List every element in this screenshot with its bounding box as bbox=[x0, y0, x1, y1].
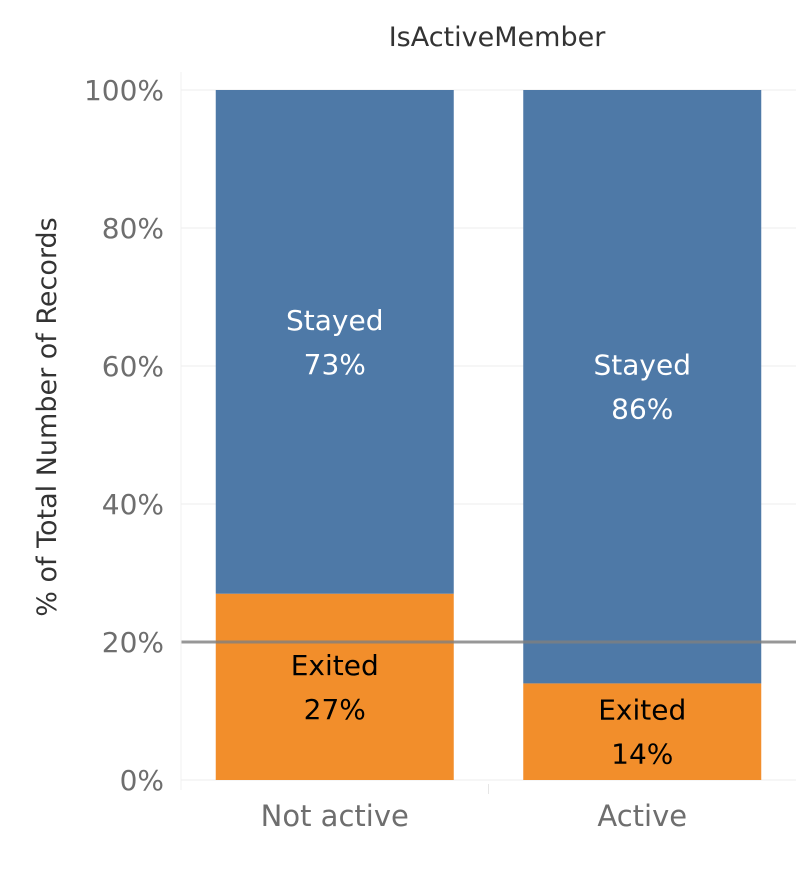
data-label: 73% bbox=[304, 348, 366, 381]
y-tick-label: 40% bbox=[102, 488, 164, 521]
bars bbox=[215, 90, 762, 780]
column-header: IsActiveMember bbox=[389, 22, 607, 53]
x-category-label: Not active bbox=[261, 799, 409, 833]
segment-series-label: Exited bbox=[598, 694, 686, 727]
y-tick-label: 60% bbox=[102, 350, 164, 383]
axes: 0% 20% 40% 60% 80% 100% Not active Active bbox=[84, 72, 687, 833]
bar-exited bbox=[215, 593, 454, 780]
segment-series-label: Exited bbox=[291, 649, 379, 682]
data-label: 14% bbox=[611, 738, 673, 771]
y-tick-label: 0% bbox=[120, 764, 164, 797]
segment-series-label: Stayed bbox=[286, 304, 383, 337]
data-label: 27% bbox=[304, 693, 366, 726]
bar-stayed bbox=[215, 90, 454, 594]
y-axis-title: % of Total Number of Records bbox=[32, 217, 63, 617]
y-tick-label: 20% bbox=[102, 626, 164, 659]
y-tick-label: 100% bbox=[84, 74, 164, 107]
data-label: 86% bbox=[611, 393, 673, 426]
bar-labels: Exited 27% Stayed 73% Exited 14% Stayed 86% bbox=[286, 304, 691, 771]
y-tick-label: 80% bbox=[102, 212, 164, 245]
bar-exited bbox=[523, 683, 762, 780]
x-category-label: Active bbox=[597, 799, 687, 833]
bar-stayed bbox=[523, 90, 762, 684]
segment-series-label: Stayed bbox=[594, 349, 691, 382]
